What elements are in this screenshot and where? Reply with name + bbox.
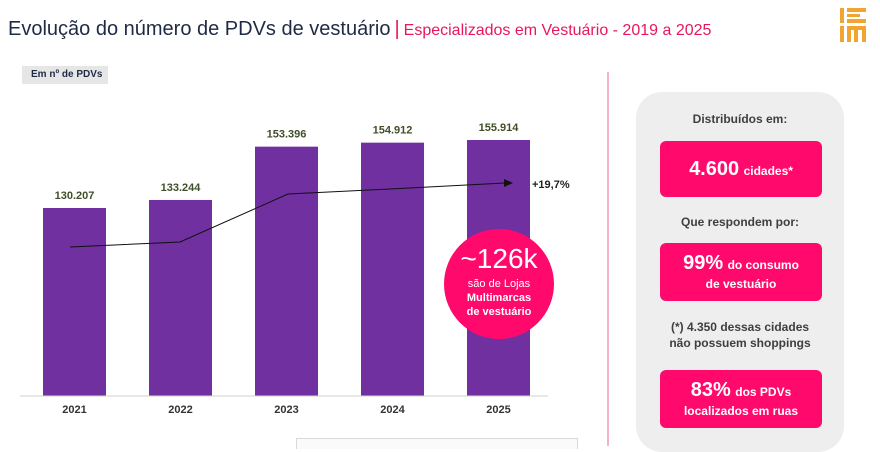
consumo-box: 99% do consumo de vestuário: [660, 243, 822, 301]
bubble-number: ~126k: [460, 243, 538, 274]
consumo-line2: de vestuário: [705, 277, 777, 291]
bar-2022: [149, 199, 212, 396]
bubble-line2: Multimarcas: [466, 292, 532, 304]
pdvs-line2: localizados em ruas: [683, 404, 799, 418]
value-label-2023: 153.396: [267, 129, 307, 141]
category-label-2024: 2024: [380, 404, 405, 416]
distribuidos-label: Distribuídos em:: [692, 112, 788, 126]
page-subtitle: Especializados em Vestuário - 2019 a 202…: [403, 22, 712, 39]
trend-line: [69, 182, 506, 248]
vertical-divider: [607, 72, 609, 446]
page-title: Evolução do número de PDVs de vestuário: [8, 18, 391, 40]
bar-2024: [361, 142, 424, 396]
category-label-2023: 2023: [274, 404, 298, 416]
bar-2021: [43, 208, 106, 396]
note-line2: não possuem shoppings: [669, 336, 811, 350]
note-line1: (*) 4.350 dessas cidades: [670, 320, 810, 334]
cidades-box: 4.600 cidades*: [660, 141, 822, 197]
pdvs-box: 83% dos PDVs localizados em ruas: [660, 370, 822, 428]
value-label-2021: 130.207: [55, 190, 95, 202]
category-label-2021: 2021: [62, 404, 86, 416]
iemi-logo-icon: [840, 8, 866, 42]
bar-chart: 130.207 2021 133.244 2022 153.396 2023 154.912…: [20, 122, 570, 416]
cidades-value: 4.600: [689, 158, 740, 180]
respondem-label: Que respondem por:: [680, 215, 799, 229]
unit-tag: Em nº de PDVs: [22, 66, 108, 84]
cidades-suffix: cidades*: [743, 164, 793, 178]
pdvs-suffix: dos PDVs: [735, 385, 792, 399]
bottom-toolbar-stub: [296, 438, 578, 449]
consumo-suffix: do consumo: [727, 258, 799, 272]
category-label-2025: 2025: [486, 404, 510, 416]
title-separator: |: [394, 18, 400, 40]
pdvs-value: 83%: [690, 379, 731, 401]
consumo-value: 99%: [683, 252, 724, 274]
trend-arrowhead: [504, 179, 513, 187]
multimarcas-bubble: ~126k são de Lojas Multimarcas de vestuá…: [444, 229, 554, 339]
value-label-2024: 154.912: [373, 125, 413, 137]
bubble-line3: de vestuário: [466, 306, 532, 318]
header: Evolução do número de PDVs de vestuário |…: [8, 18, 711, 41]
category-label-2022: 2022: [168, 404, 192, 416]
cidades-note: (*) 4.350 dessas cidades não possuem sho…: [636, 319, 844, 351]
value-label-2025: 155.914: [479, 122, 520, 134]
bubble-line1: são de Lojas: [467, 278, 531, 290]
value-label-2022: 133.244: [161, 182, 202, 194]
bar-2023: [255, 146, 318, 396]
growth-label: +19,7%: [532, 179, 570, 191]
